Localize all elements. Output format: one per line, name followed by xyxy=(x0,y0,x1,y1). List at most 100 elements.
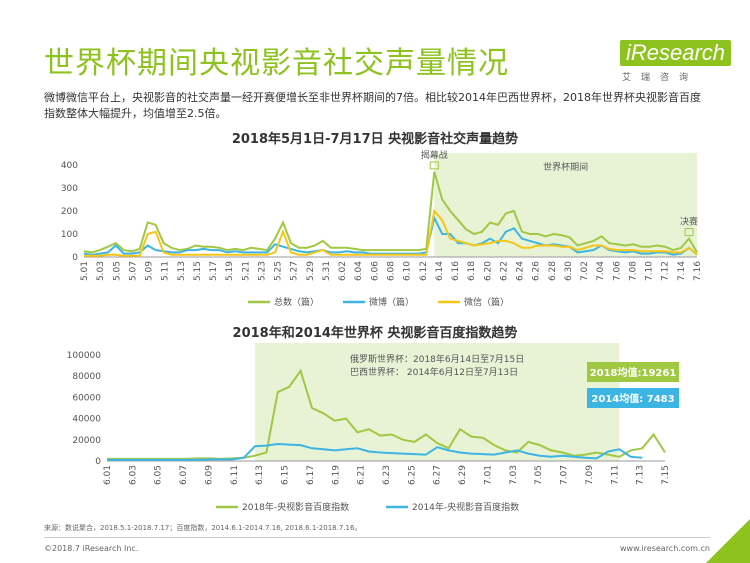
x-tick-label: 5.27 xyxy=(290,261,300,281)
series-line-1 xyxy=(107,442,643,461)
x-tick-label: 6.30 xyxy=(564,261,574,281)
legend-label-0: 总数（篇） xyxy=(274,296,319,308)
x-tick-label: 6.17 xyxy=(306,465,316,485)
x-tick-label: 6.24 xyxy=(516,261,526,281)
y-tick-label: 100000 xyxy=(67,351,102,361)
x-tick-label: 6.26 xyxy=(532,261,542,281)
y-tick-label: 80000 xyxy=(72,372,101,382)
x-tick-label: 7.03 xyxy=(509,465,519,485)
iresearch-logo: iResearch 艾瑞咨询 xyxy=(620,40,732,84)
logo-subtitle: 艾瑞咨询 xyxy=(622,73,699,83)
x-tick-label: 6.20 xyxy=(483,261,493,281)
x-tick-label: 6.04 xyxy=(354,261,364,281)
y-tick-label: 40000 xyxy=(72,415,101,425)
y-tick-label: 20000 xyxy=(72,436,101,446)
x-tick-label: 5.01 xyxy=(80,261,90,281)
world-cup-dates-note: 巴西世界杯： 2014年6月12日至7月13日 xyxy=(350,366,518,378)
x-tick-label: 7.01 xyxy=(483,465,493,485)
copyright: ©2018.7 iResearch Inc. xyxy=(44,544,139,553)
x-tick-label: 5.31 xyxy=(322,261,332,281)
average-badge-0 xyxy=(587,362,679,382)
y-tick-label: 60000 xyxy=(72,393,101,403)
legend-label-2: 微信（篇） xyxy=(464,296,509,308)
x-tick-label: 5.25 xyxy=(274,261,284,281)
average-badge-1 xyxy=(587,388,679,408)
logo-wordmark: iResearch xyxy=(620,40,732,66)
x-tick-label: 5.15 xyxy=(193,261,203,281)
x-tick-label: 5.17 xyxy=(209,261,219,281)
x-tick-label: 7.14 xyxy=(677,261,687,281)
x-tick-label: 6.29 xyxy=(458,465,468,485)
page-number: 16 xyxy=(725,541,741,555)
annotation-marker-0 xyxy=(429,161,439,170)
worldcup-period-label: 世界杯期间 xyxy=(543,161,588,173)
x-tick-label: 6.10 xyxy=(403,261,413,281)
x-tick-label: 7.15 xyxy=(661,465,671,485)
x-tick-label: 5.11 xyxy=(161,261,171,281)
corner-decoration xyxy=(706,519,750,563)
chart2-title: 2018年和2014年世界杯 央视影音百度指数趋势 xyxy=(232,326,518,341)
x-tick-label: 7.06 xyxy=(612,261,622,281)
x-tick-label: 5.09 xyxy=(145,261,155,281)
x-tick-label: 7.12 xyxy=(661,261,671,281)
x-tick-label: 6.19 xyxy=(331,465,341,485)
shaded-worldcup-region xyxy=(434,153,697,257)
source-note: 来源：数说聚合，2018.5.1-2018.7.17；百度指数，2014.6.1… xyxy=(44,524,362,532)
series-line-1 xyxy=(83,214,698,256)
footer-divider xyxy=(44,537,710,538)
x-tick-label: 6.23 xyxy=(382,465,392,485)
x-tick-label: 6.18 xyxy=(467,261,477,281)
x-tick-label: 6.14 xyxy=(435,261,445,281)
x-tick-label: 7.11 xyxy=(610,465,620,485)
y-tick-label: 400 xyxy=(61,161,78,171)
x-tick-label: 6.15 xyxy=(281,465,291,485)
x-tick-label: 7.07 xyxy=(560,465,570,485)
description-text: 微博微信平台上，央视影音的社交声量一经开赛便增长至非世界杯期间的7倍。相比较20… xyxy=(44,91,701,120)
x-tick-label: 5.19 xyxy=(225,261,235,281)
world-cup-dates-note: 俄罗斯世界杯：2018年6月14日至7月15日 xyxy=(350,353,524,365)
x-tick-label: 6.02 xyxy=(338,261,348,281)
annotation-label-0: 揭幕战 xyxy=(421,149,448,161)
x-tick-label: 7.04 xyxy=(596,261,606,281)
x-tick-label: 6.25 xyxy=(407,465,417,485)
series-line-0 xyxy=(107,368,666,460)
x-tick-label: 7.10 xyxy=(645,261,655,281)
y-tick-label: 100 xyxy=(61,230,78,240)
x-tick-label: 6.16 xyxy=(451,261,461,281)
x-tick-label: 6.09 xyxy=(204,465,214,485)
x-tick-label: 6.07 xyxy=(179,465,189,485)
chart1-title: 2018年5月1日-7月17日 央视影音社交声量趋势 xyxy=(231,132,519,147)
x-tick-label: 6.06 xyxy=(370,261,380,281)
x-tick-label: 7.08 xyxy=(628,261,638,281)
average-badge-text-1: 2014均值: 7483 xyxy=(591,392,674,405)
y-tick-label: 200 xyxy=(61,207,78,217)
website-link[interactable]: www.iresearch.com.cn xyxy=(620,544,710,553)
legend-label-1: 微博（篇） xyxy=(369,296,414,308)
x-tick-label: 6.21 xyxy=(357,465,367,485)
x-tick-label: 6.08 xyxy=(387,261,397,281)
y-tick-label: 0 xyxy=(72,253,78,263)
series-line-2 xyxy=(84,208,698,257)
x-tick-label: 7.05 xyxy=(534,465,544,485)
x-tick-label: 6.05 xyxy=(154,465,164,485)
x-tick-label: 7.09 xyxy=(585,465,595,485)
annotation-marker-1 xyxy=(684,228,694,237)
x-tick-label: 5.03 xyxy=(96,261,106,281)
series-line-0 xyxy=(83,171,698,254)
x-tick-label: 6.12 xyxy=(419,261,429,281)
x-tick-label: 7.16 xyxy=(693,261,703,281)
x-tick-label: 7.02 xyxy=(580,261,590,281)
y-tick-label: 0 xyxy=(95,457,101,467)
y-tick-label: 300 xyxy=(61,184,78,194)
shaded-worldcup-region xyxy=(255,343,620,461)
x-tick-label: 5.23 xyxy=(257,261,267,281)
x-tick-label: 6.27 xyxy=(433,465,443,485)
average-badge-text-0: 2018均值:19261 xyxy=(590,366,677,379)
x-tick-label: 5.21 xyxy=(241,261,251,281)
x-tick-label: 5.29 xyxy=(306,261,316,281)
legend-label-0: 2018年-央视影音百度指数 xyxy=(242,501,349,513)
x-tick-label: 6.13 xyxy=(255,465,265,485)
x-tick-label: 5.13 xyxy=(177,261,187,281)
